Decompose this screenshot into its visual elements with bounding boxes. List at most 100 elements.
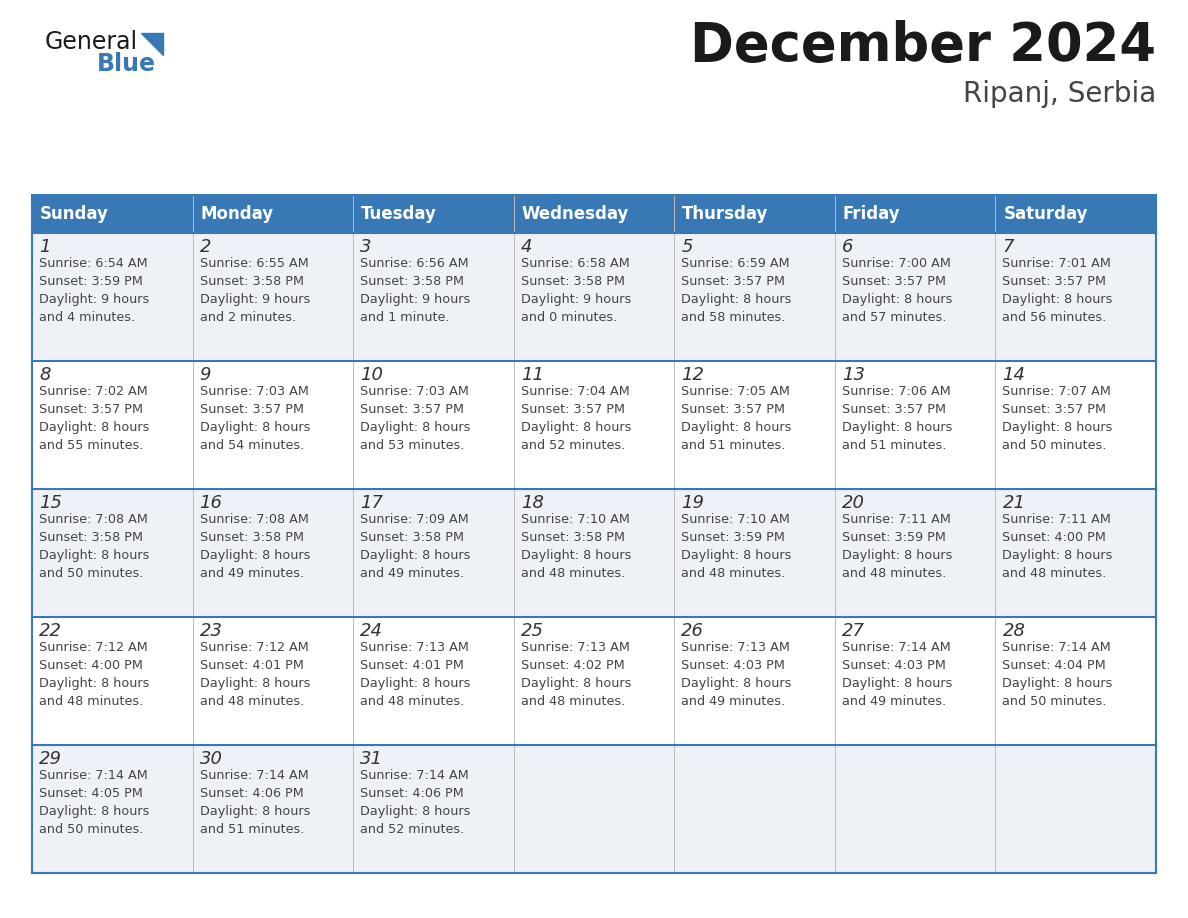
Text: Sunset: 4:06 PM: Sunset: 4:06 PM (200, 787, 303, 800)
Text: Sunset: 4:00 PM: Sunset: 4:00 PM (39, 659, 143, 672)
Text: Sunset: 4:00 PM: Sunset: 4:00 PM (1003, 531, 1106, 544)
Text: and 50 minutes.: and 50 minutes. (1003, 439, 1107, 452)
Text: Sunset: 4:03 PM: Sunset: 4:03 PM (842, 659, 946, 672)
Text: Daylight: 9 hours: Daylight: 9 hours (520, 293, 631, 306)
Bar (835, 361, 996, 489)
Text: and 51 minutes.: and 51 minutes. (681, 439, 785, 452)
Text: Daylight: 8 hours: Daylight: 8 hours (360, 421, 470, 434)
Bar (32, 489, 192, 617)
Text: Daylight: 8 hours: Daylight: 8 hours (842, 549, 953, 562)
Text: Daylight: 8 hours: Daylight: 8 hours (681, 293, 791, 306)
Bar (353, 617, 513, 745)
Text: Sunset: 4:06 PM: Sunset: 4:06 PM (360, 787, 463, 800)
Text: Daylight: 8 hours: Daylight: 8 hours (39, 677, 150, 690)
Text: Daylight: 9 hours: Daylight: 9 hours (360, 293, 470, 306)
Text: Sunset: 3:57 PM: Sunset: 3:57 PM (1003, 403, 1106, 416)
Text: and 1 minute.: and 1 minute. (360, 311, 449, 324)
Text: Sunrise: 7:10 AM: Sunrise: 7:10 AM (520, 513, 630, 526)
Bar (32, 195, 1156, 233)
Text: Sunrise: 7:13 AM: Sunrise: 7:13 AM (681, 641, 790, 654)
Text: 22: 22 (39, 622, 62, 640)
Text: and 48 minutes.: and 48 minutes. (520, 567, 625, 580)
Text: 2: 2 (200, 238, 211, 256)
Text: 27: 27 (842, 622, 865, 640)
Bar (32, 745, 192, 873)
Bar (835, 745, 996, 873)
Bar (513, 489, 675, 617)
Bar (513, 233, 675, 361)
Text: and 0 minutes.: and 0 minutes. (520, 311, 617, 324)
Text: Friday: Friday (842, 205, 901, 223)
Text: Sunrise: 6:54 AM: Sunrise: 6:54 AM (39, 257, 147, 270)
Text: Daylight: 8 hours: Daylight: 8 hours (842, 293, 953, 306)
Text: 11: 11 (520, 366, 544, 384)
Text: Sunrise: 7:02 AM: Sunrise: 7:02 AM (39, 385, 147, 398)
Text: Sunset: 3:57 PM: Sunset: 3:57 PM (681, 275, 785, 288)
Bar (32, 361, 192, 489)
Bar (835, 489, 996, 617)
Text: Sunrise: 6:55 AM: Sunrise: 6:55 AM (200, 257, 309, 270)
Text: Sunrise: 7:14 AM: Sunrise: 7:14 AM (200, 769, 309, 782)
Text: Sunrise: 7:11 AM: Sunrise: 7:11 AM (1003, 513, 1111, 526)
Text: Sunset: 3:57 PM: Sunset: 3:57 PM (842, 403, 946, 416)
Text: Daylight: 8 hours: Daylight: 8 hours (1003, 677, 1113, 690)
Text: Daylight: 8 hours: Daylight: 8 hours (681, 549, 791, 562)
Bar (513, 361, 675, 489)
Text: 12: 12 (681, 366, 704, 384)
Text: and 52 minutes.: and 52 minutes. (520, 439, 625, 452)
Text: and 48 minutes.: and 48 minutes. (842, 567, 946, 580)
Text: Sunrise: 7:01 AM: Sunrise: 7:01 AM (1003, 257, 1111, 270)
Text: Daylight: 8 hours: Daylight: 8 hours (1003, 293, 1113, 306)
Bar (353, 745, 513, 873)
Bar (192, 233, 353, 361)
Text: Daylight: 8 hours: Daylight: 8 hours (200, 421, 310, 434)
Bar (353, 233, 513, 361)
Bar (353, 361, 513, 489)
Text: Daylight: 8 hours: Daylight: 8 hours (360, 677, 470, 690)
Text: and 49 minutes.: and 49 minutes. (360, 567, 465, 580)
Text: December 2024: December 2024 (690, 20, 1156, 72)
Text: Sunrise: 7:06 AM: Sunrise: 7:06 AM (842, 385, 950, 398)
Bar (32, 617, 192, 745)
Text: Sunrise: 7:14 AM: Sunrise: 7:14 AM (360, 769, 469, 782)
Text: and 57 minutes.: and 57 minutes. (842, 311, 946, 324)
Text: Daylight: 9 hours: Daylight: 9 hours (39, 293, 150, 306)
Text: 20: 20 (842, 494, 865, 512)
Text: and 56 minutes.: and 56 minutes. (1003, 311, 1107, 324)
Text: Sunset: 3:57 PM: Sunset: 3:57 PM (200, 403, 304, 416)
Text: and 48 minutes.: and 48 minutes. (39, 695, 144, 708)
Text: Sunset: 3:59 PM: Sunset: 3:59 PM (681, 531, 785, 544)
Bar (675, 233, 835, 361)
Text: Sunrise: 7:09 AM: Sunrise: 7:09 AM (360, 513, 469, 526)
Text: Daylight: 8 hours: Daylight: 8 hours (1003, 421, 1113, 434)
Text: and 49 minutes.: and 49 minutes. (842, 695, 946, 708)
Bar (675, 489, 835, 617)
Bar (996, 617, 1156, 745)
Text: 25: 25 (520, 622, 544, 640)
Text: Ripanj, Serbia: Ripanj, Serbia (962, 80, 1156, 108)
Text: Wednesday: Wednesday (522, 205, 630, 223)
Text: 13: 13 (842, 366, 865, 384)
Text: and 2 minutes.: and 2 minutes. (200, 311, 296, 324)
Text: 28: 28 (1003, 622, 1025, 640)
Text: and 48 minutes.: and 48 minutes. (520, 695, 625, 708)
Text: Sunrise: 7:05 AM: Sunrise: 7:05 AM (681, 385, 790, 398)
Bar (513, 617, 675, 745)
Text: 16: 16 (200, 494, 222, 512)
Text: Sunset: 3:58 PM: Sunset: 3:58 PM (200, 275, 304, 288)
Text: and 51 minutes.: and 51 minutes. (842, 439, 946, 452)
Text: 14: 14 (1003, 366, 1025, 384)
Text: Sunset: 3:58 PM: Sunset: 3:58 PM (520, 275, 625, 288)
Text: 1: 1 (39, 238, 51, 256)
Text: Sunrise: 7:12 AM: Sunrise: 7:12 AM (200, 641, 309, 654)
Text: 30: 30 (200, 750, 222, 768)
Text: Daylight: 9 hours: Daylight: 9 hours (200, 293, 310, 306)
Text: Sunset: 3:57 PM: Sunset: 3:57 PM (1003, 275, 1106, 288)
Text: Sunrise: 7:03 AM: Sunrise: 7:03 AM (360, 385, 469, 398)
Text: and 54 minutes.: and 54 minutes. (200, 439, 304, 452)
Text: Daylight: 8 hours: Daylight: 8 hours (681, 677, 791, 690)
Text: 21: 21 (1003, 494, 1025, 512)
Text: and 58 minutes.: and 58 minutes. (681, 311, 785, 324)
Text: Daylight: 8 hours: Daylight: 8 hours (360, 805, 470, 818)
Text: Sunrise: 7:03 AM: Sunrise: 7:03 AM (200, 385, 309, 398)
